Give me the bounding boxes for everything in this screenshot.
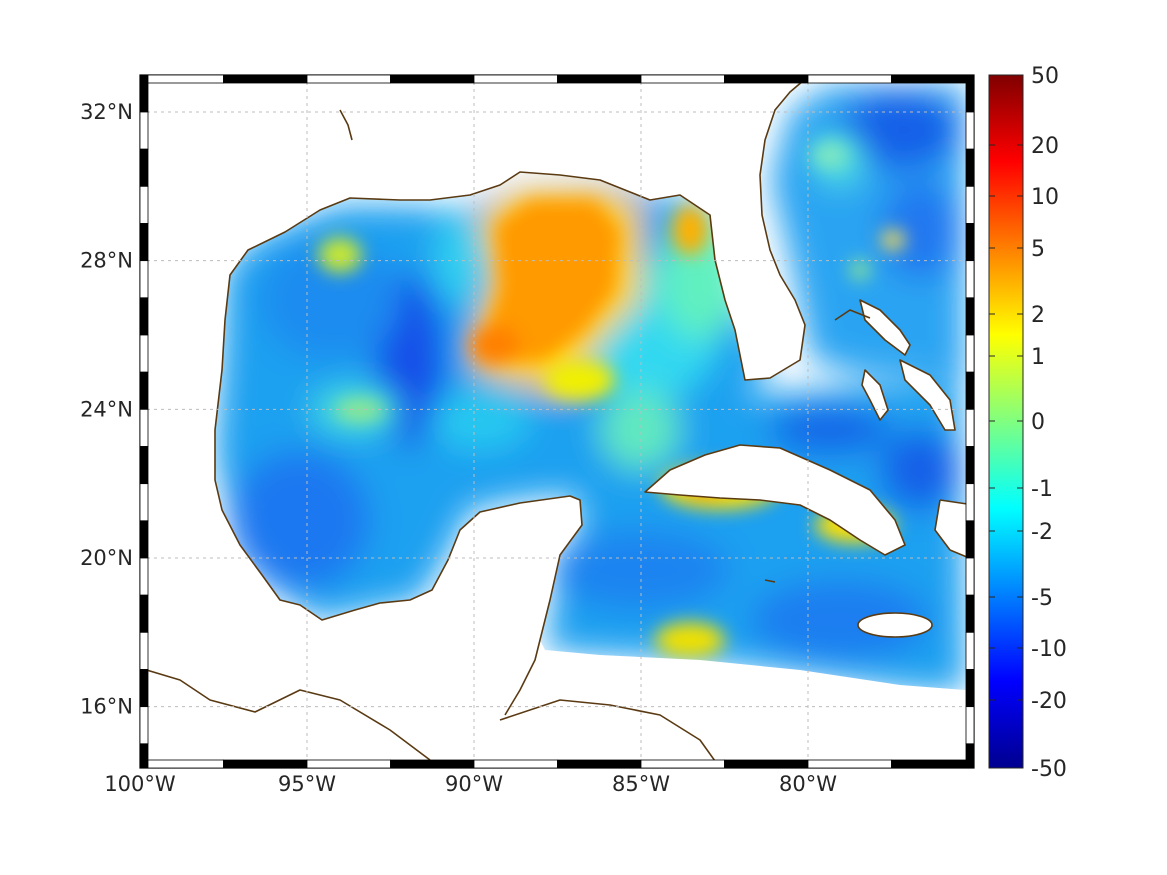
lon-tick-label-4: 80°W [779, 772, 837, 796]
frame-seg-top-8 [807, 74, 892, 84]
colorbar-tick-label-9: -5 [1031, 586, 1053, 611]
lon-tick-label-3: 85°W [612, 772, 670, 796]
frame-seg-bottom-5 [557, 759, 642, 769]
frame-seg-right-4 [965, 223, 975, 262]
data-field [140, 75, 974, 768]
frame-seg-left-16 [139, 669, 149, 708]
frame-seg-right-9 [965, 408, 975, 447]
coastline [140, 75, 974, 768]
lon-tick-label-2: 90°W [445, 772, 503, 796]
lon-tick-labels: 100°W 95°W 90°W 85°W 80°W [104, 772, 837, 796]
lat-tick-label-1: 20°N [80, 546, 133, 570]
lat-tick-label-0: 16°N [80, 695, 133, 719]
frame-seg-top-4 [473, 74, 558, 84]
frame-seg-bottom-6 [640, 759, 725, 769]
land-jamaica [858, 613, 932, 637]
frame-seg-right-1 [965, 111, 975, 150]
frame-seg-right-15 [965, 631, 975, 670]
frame-seg-left-0 [139, 74, 149, 113]
colorbar-tick-label-11: -20 [1031, 689, 1067, 714]
frame-seg-right-13 [965, 557, 975, 596]
frame-seg-left-4 [139, 223, 149, 262]
frame-seg-top-6 [640, 74, 725, 84]
colorbar-tick-label-12: -50 [1031, 757, 1067, 782]
lat-tick-label-2: 24°N [80, 397, 133, 421]
frame-seg-right-3 [965, 185, 975, 224]
frame-seg-top-9 [891, 74, 975, 84]
frame-seg-top-5 [557, 74, 642, 84]
frame-seg-right-7 [965, 334, 975, 373]
frame-seg-left-8 [139, 371, 149, 410]
colorbar-tick-label-10: -10 [1031, 637, 1067, 662]
frame-seg-right-11 [965, 483, 975, 522]
colorbar-tick-label-7: -1 [1031, 477, 1053, 502]
frame-seg-right-17 [965, 706, 975, 745]
frame-seg-bottom-1 [223, 759, 308, 769]
lon-tick-label-0: 100°W [104, 772, 176, 796]
frame-seg-right-5 [965, 260, 975, 299]
frame-seg-top-2 [306, 74, 391, 84]
lat-tick-label-4: 32°N [80, 100, 133, 124]
frame-seg-top-0 [139, 74, 224, 84]
frame-seg-left-17 [139, 706, 149, 745]
frame-seg-right-6 [965, 297, 975, 336]
frame-seg-left-2 [139, 148, 149, 187]
frame-seg-top-1 [223, 74, 308, 84]
frame-seg-right-8 [965, 371, 975, 410]
colorbar-tick-label-4: 2 [1031, 303, 1045, 328]
frame-seg-left-11 [139, 483, 149, 522]
colorbar-tick-label-8: -2 [1031, 520, 1053, 545]
frame-seg-left-7 [139, 334, 149, 373]
frame-seg-right-10 [965, 446, 975, 485]
land-north-america [140, 75, 974, 768]
colorbar-tick-label-0: 50 [1031, 64, 1059, 89]
frame-seg-left-18 [139, 743, 149, 769]
frame-seg-bottom-9 [891, 759, 975, 769]
map-frame [139, 74, 975, 769]
frame-seg-left-5 [139, 260, 149, 299]
frame-seg-right-12 [965, 520, 975, 559]
frame-seg-left-9 [139, 408, 149, 447]
colorbar-tick-label-2: 10 [1031, 185, 1059, 210]
land-cuba [645, 445, 905, 555]
lat-tick-label-3: 28°N [80, 249, 133, 273]
frame-seg-left-1 [139, 111, 149, 150]
frame-seg-right-16 [965, 669, 975, 708]
land-bahamas [860, 300, 910, 355]
frame-seg-top-3 [390, 74, 475, 84]
lat-tick-labels: 16°N 20°N 24°N 28°N 32°N [80, 100, 133, 719]
frame-seg-left-12 [139, 520, 149, 559]
graticule [140, 75, 974, 768]
frame-seg-bottom-2 [306, 759, 391, 769]
frame-seg-bottom-8 [807, 759, 892, 769]
frame-seg-right-0 [965, 74, 975, 113]
frame-seg-bottom-3 [390, 759, 475, 769]
colorbar-tick-label-5: 1 [1031, 345, 1045, 370]
frame-seg-bottom-0 [139, 759, 224, 769]
frame-seg-left-14 [139, 594, 149, 633]
lon-tick-label-1: 95°W [278, 772, 336, 796]
frame-seg-left-6 [139, 297, 149, 336]
frame-seg-left-15 [139, 631, 149, 670]
frame-seg-right-14 [965, 594, 975, 633]
frame-seg-top-7 [724, 74, 809, 84]
frame-seg-left-3 [139, 185, 149, 224]
frame-seg-left-10 [139, 446, 149, 485]
frame-seg-right-2 [965, 148, 975, 187]
colorbar-tick-label-3: 5 [1031, 237, 1045, 262]
colorbar-tick-label-6: 0 [1031, 410, 1045, 435]
frame-seg-bottom-7 [724, 759, 809, 769]
colorbar-tick-label-1: 20 [1031, 134, 1059, 159]
land-mask [140, 75, 974, 768]
frame-seg-right-18 [965, 743, 975, 769]
frame-seg-bottom-4 [473, 759, 558, 769]
frame-seg-left-13 [139, 557, 149, 596]
